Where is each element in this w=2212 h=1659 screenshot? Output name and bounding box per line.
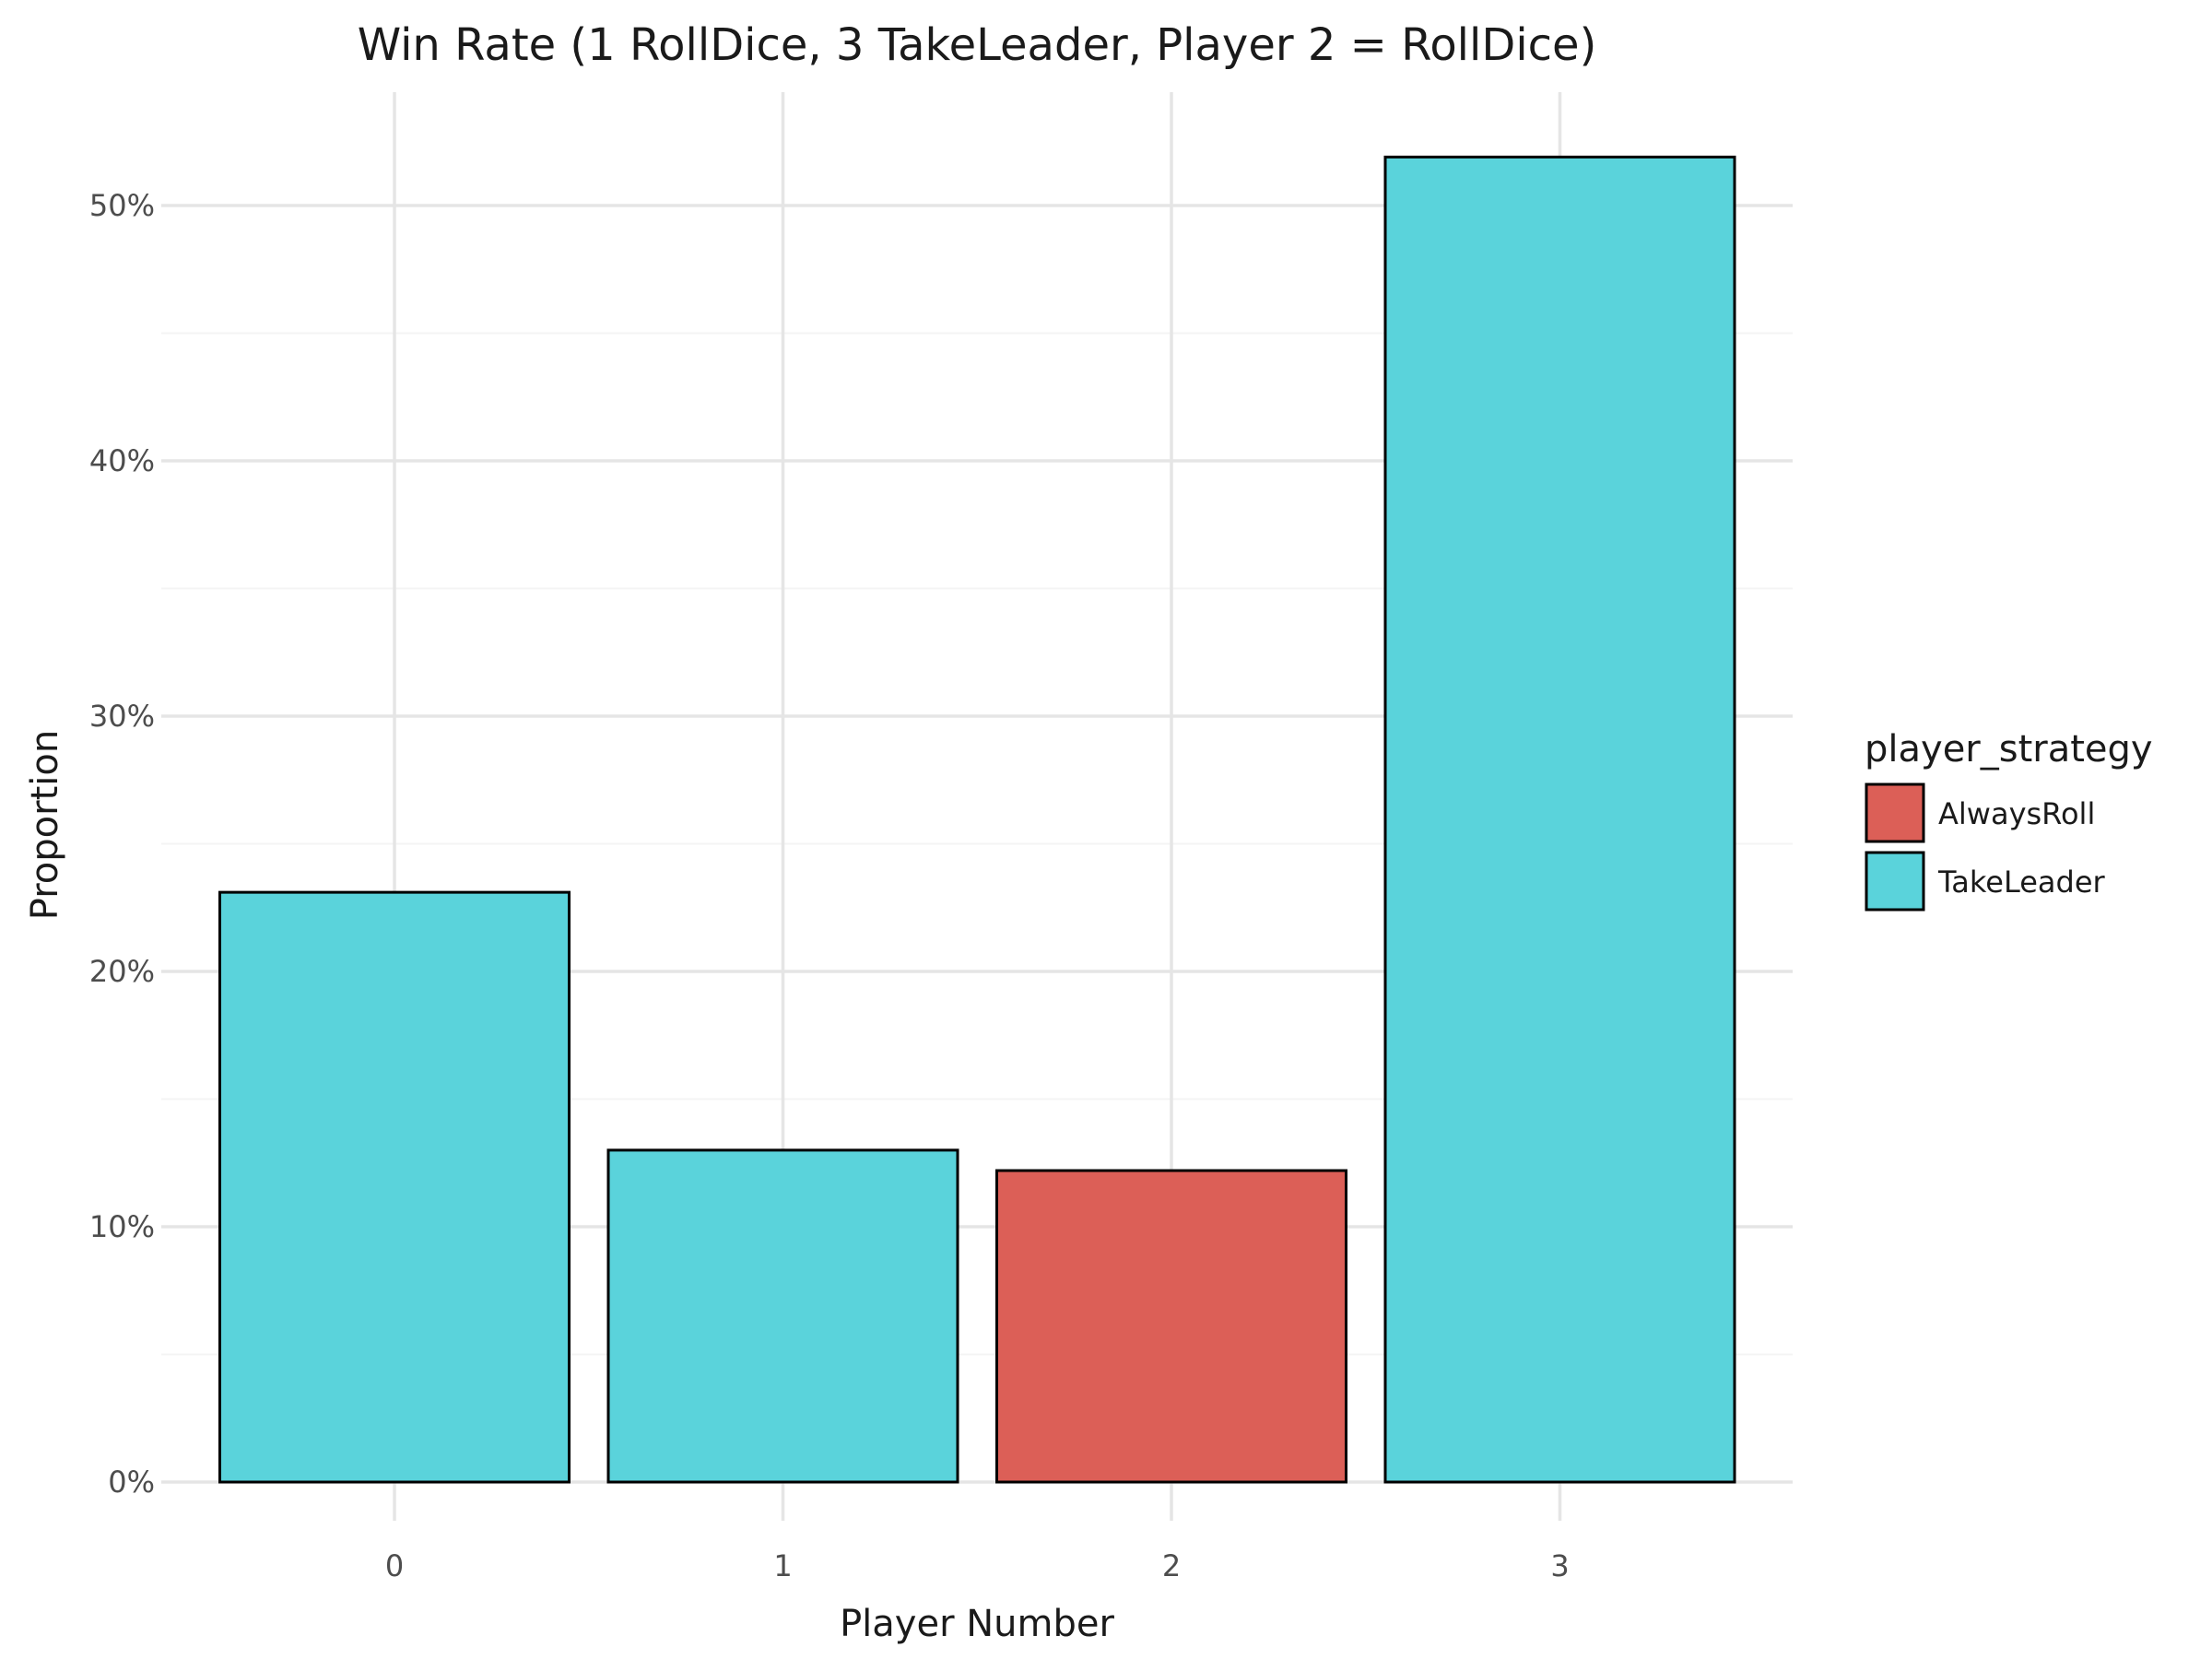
bar-player-0 [218, 890, 571, 1484]
x-tick-label: 2 [1162, 1548, 1181, 1583]
bar-player-1 [606, 1148, 959, 1484]
x-tick-label: 3 [1550, 1548, 1569, 1583]
legend-label: AlwaysRoll [1938, 796, 2095, 831]
bar-player-2 [995, 1169, 1347, 1484]
y-tick-label: 10% [89, 1209, 155, 1244]
bars [218, 155, 1736, 1484]
y-tick-label: 40% [89, 443, 155, 478]
y-tick-label: 50% [89, 188, 155, 223]
legend-swatch-takeleader [1865, 851, 1925, 912]
x-axis-ticks: 0 1 2 3 [385, 1548, 1570, 1583]
x-tick-label: 0 [385, 1548, 404, 1583]
chart-title: Win Rate (1 RollDice, 3 TakeLeader, Play… [358, 19, 1597, 71]
x-axis-title: Player Number [840, 1603, 1114, 1645]
legend-title: player_strategy [1865, 728, 2153, 771]
bar-player-3 [1383, 155, 1736, 1484]
x-tick-label: 1 [773, 1548, 792, 1583]
y-tick-label: 20% [89, 954, 155, 989]
y-tick-label: 0% [108, 1465, 155, 1500]
legend-entries: AlwaysRoll TakeLeader [1865, 782, 2106, 912]
legend-swatch-alwaysroll [1865, 782, 1925, 843]
legend: player_strategy AlwaysRoll TakeLeader [1865, 728, 2153, 912]
y-axis-ticks: 0% 10% 20% 30% 40% 50% [89, 188, 155, 1500]
y-axis-title: Proportion [24, 730, 66, 920]
legend-label: TakeLeader [1937, 865, 2106, 900]
y-tick-label: 30% [89, 699, 155, 734]
